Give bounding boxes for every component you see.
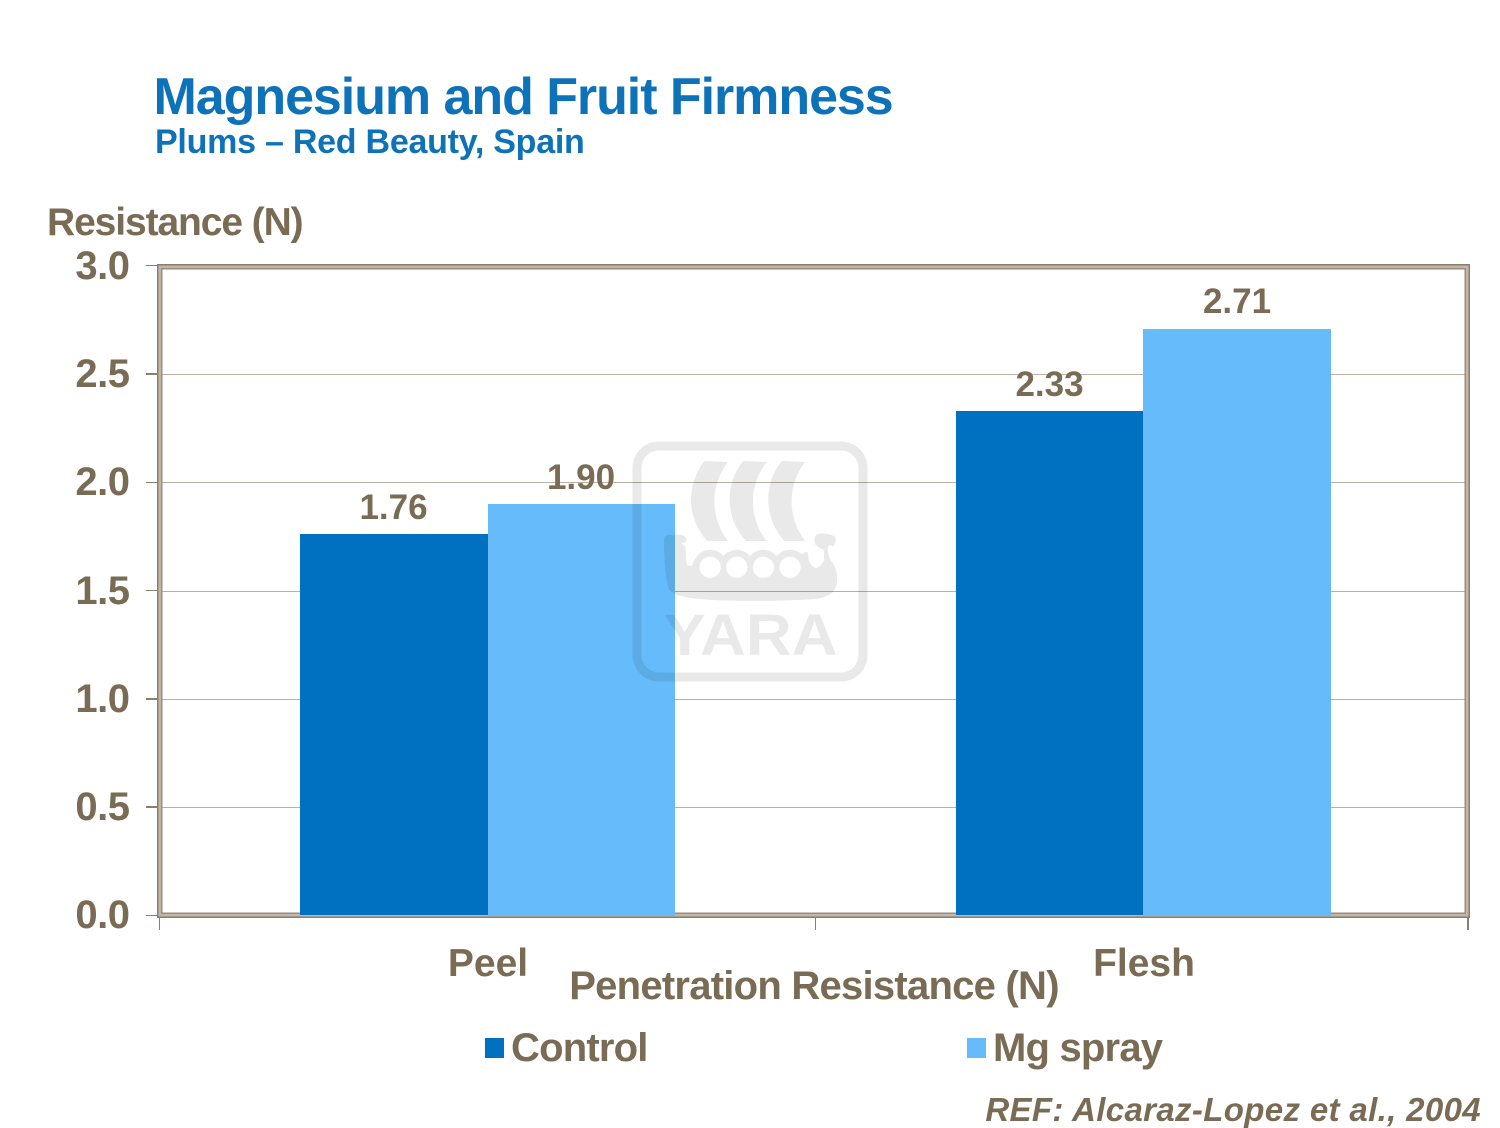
svg-text:YARA: YARA	[664, 603, 838, 668]
